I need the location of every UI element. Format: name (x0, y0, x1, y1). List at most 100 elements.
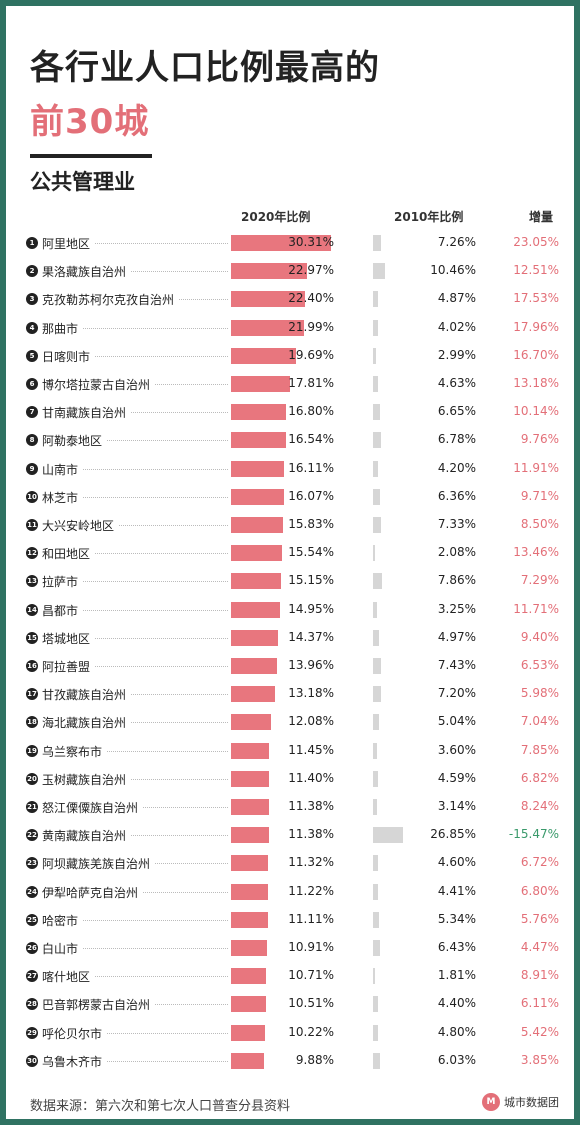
value-2010: 1.81% (437, 968, 476, 983)
leader-line (46, 1032, 228, 1034)
brand-name: 城市数据团 (504, 1096, 559, 1109)
rank-badge: 14 (26, 603, 38, 616)
bar-2020 (231, 404, 287, 421)
rank-badge: 6 (26, 378, 38, 390)
leader-line (46, 243, 228, 244)
rank-badge: 21 (26, 801, 38, 813)
bar-2010 (373, 291, 379, 308)
table-row: 4 那曲市 21.99% 4.02% 17.96% (6, 317, 574, 339)
table-row: 24 伊犁哈萨克自治州 11.22% 4.41% 6.80% (6, 881, 574, 903)
city-label: 怒江傈僳族自治州 (42, 799, 143, 816)
city-label: 呼伦贝尔市 (42, 1024, 107, 1042)
city-label: 甘孜藏族自治州 (42, 686, 131, 704)
value-2010: 7.86% (437, 573, 476, 588)
bar-2020 (231, 911, 268, 928)
bar-2010 (373, 686, 381, 703)
value-2010: 10.46% (430, 263, 476, 278)
increase-value: 7.85% (520, 742, 559, 757)
rank-badge: 22 (26, 829, 38, 842)
value-2020: 10.22% (288, 1024, 334, 1039)
industry-subtitle: 公共管理业 (30, 170, 135, 194)
leader-line (46, 948, 228, 949)
value-2020: 13.96% (288, 658, 334, 672)
bar-2020 (231, 263, 307, 280)
city-label: 大兴安岭地区 (42, 517, 119, 534)
value-2010: 4.97% (437, 629, 476, 644)
leader-line (46, 976, 228, 978)
value-2020: 10.71% (288, 968, 334, 983)
increase-value: 17.53% (513, 291, 559, 306)
increase-value: 23.05% (513, 235, 559, 249)
brand-logo-icon: M (482, 1093, 500, 1111)
bar-2020 (231, 629, 279, 646)
table-row: 11 大兴安岭地区 15.83% 7.33% 8.50% (6, 514, 574, 536)
bar-2020 (231, 573, 281, 590)
increase-value: 7.04% (520, 714, 559, 729)
leader-line (46, 355, 228, 357)
bar-2020 (231, 940, 267, 956)
city-label: 乌鲁木齐市 (42, 1052, 107, 1070)
value-2020: 16.54% (288, 432, 334, 447)
city-label: 果洛藏族自治州 (42, 263, 131, 281)
value-2010: 7.20% (437, 686, 476, 701)
city-label: 阿坝藏族羌族自治州 (42, 855, 155, 873)
rank-badge: 12 (26, 547, 38, 560)
value-2010: 4.02% (437, 319, 476, 334)
bar-2020 (231, 996, 266, 1013)
column-header-increase: 增量 (529, 210, 554, 224)
bar-2010 (373, 629, 379, 646)
leader-line (46, 496, 228, 498)
bar-2010 (373, 1052, 380, 1069)
bar-2020 (231, 714, 271, 731)
leader-line (46, 778, 228, 780)
increase-value: -15.47% (508, 827, 559, 842)
brand: M 城市数据团 (482, 1091, 559, 1113)
leader-line (46, 440, 228, 442)
value-2010: 4.80% (437, 1024, 476, 1039)
table-row: 20 玉树藏族自治州 11.40% 4.59% 6.82% (6, 768, 574, 790)
bar-2010 (373, 545, 376, 562)
value-2020: 19.69% (288, 347, 334, 362)
table-row: 14 昌都市 14.95% 3.25% 11.71% (6, 599, 574, 621)
city-label: 博尔塔拉蒙古自治州 (42, 376, 155, 393)
rank-badge: 26 (26, 942, 38, 954)
value-2020: 11.32% (288, 855, 334, 870)
bar-2020 (231, 347, 296, 364)
value-2020: 21.99% (288, 319, 334, 334)
rank-badge: 25 (26, 913, 38, 926)
bar-2020 (231, 376, 290, 392)
table-row: 8 阿勒泰地区 16.54% 6.78% 9.76% (6, 429, 574, 451)
value-2010: 26.85% (430, 827, 476, 842)
value-2010: 6.65% (437, 404, 476, 419)
rank-badge: 7 (26, 406, 38, 419)
rank-badge: 10 (26, 490, 38, 503)
increase-value: 9.76% (520, 432, 559, 447)
value-2010: 4.41% (437, 883, 476, 898)
value-2020: 15.54% (288, 545, 334, 560)
leader-line (46, 412, 228, 414)
increase-value: 3.85% (520, 1052, 559, 1067)
bar-2020 (231, 517, 284, 533)
table-row: 26 白山市 10.91% 6.43% 4.47% (6, 937, 574, 959)
city-label: 巴音郭楞蒙古自治州 (42, 996, 155, 1014)
bar-2010 (373, 911, 379, 928)
bar-2020 (231, 432, 286, 449)
bar-2010 (373, 742, 377, 759)
increase-value: 13.18% (513, 376, 559, 390)
bar-2020 (231, 827, 269, 844)
value-2010: 6.03% (437, 1052, 476, 1067)
rank-badge: 17 (26, 688, 38, 701)
value-2020: 30.31% (288, 235, 334, 249)
leader-line (46, 327, 228, 329)
city-label: 那曲市 (42, 319, 83, 337)
table-row: 22 黄南藏族自治州 11.38% 26.85% -15.47% (6, 824, 574, 846)
table-row: 21 怒江傈僳族自治州 11.38% 3.14% 8.24% (6, 796, 574, 818)
infographic-card: 各行业人口比例最高的 前30城 公共管理业 2020年比例 2010年比例 增量… (6, 6, 574, 1119)
table-row: 19 乌兰察布市 11.45% 3.60% 7.85% (6, 740, 574, 762)
bar-2020 (231, 291, 305, 308)
rank-badge: 28 (26, 998, 38, 1011)
value-2020: 22.97% (288, 263, 334, 278)
city-label: 拉萨市 (42, 573, 83, 591)
bar-2020 (231, 883, 268, 900)
leader-line (46, 637, 228, 639)
